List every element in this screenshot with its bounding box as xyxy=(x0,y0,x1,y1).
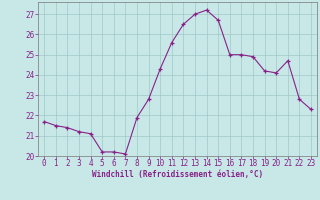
X-axis label: Windchill (Refroidissement éolien,°C): Windchill (Refroidissement éolien,°C) xyxy=(92,170,263,179)
